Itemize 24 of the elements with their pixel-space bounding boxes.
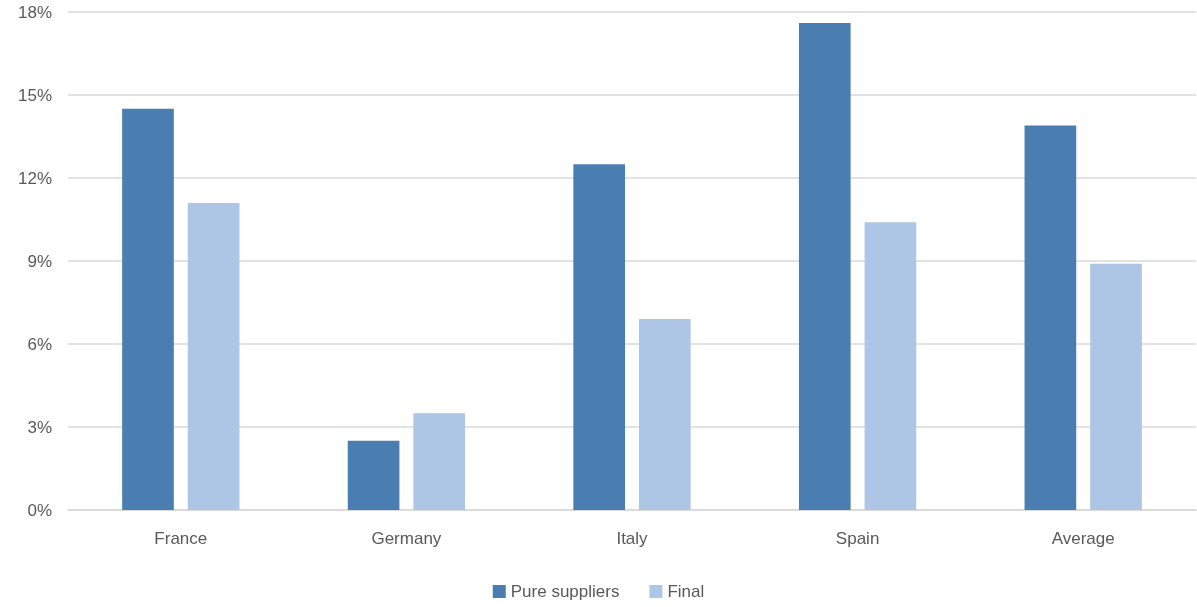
- bar: [573, 164, 626, 510]
- y-tick-label: 6%: [27, 334, 52, 354]
- x-tick-label: Average: [1051, 529, 1115, 548]
- legend-label: Pure suppliers: [510, 582, 620, 601]
- x-tick-label: Spain: [835, 529, 880, 548]
- y-tick-label: 9%: [27, 251, 52, 271]
- y-tick-label: 3%: [27, 417, 52, 437]
- y-tick-label: 15%: [17, 85, 52, 105]
- y-tick-label: 0%: [27, 500, 52, 520]
- bar: [864, 222, 917, 510]
- bar: [187, 202, 240, 510]
- x-tick-label: Germany: [371, 529, 442, 548]
- x-tick-label: Italy: [616, 529, 649, 548]
- bar: [798, 23, 851, 510]
- y-tick-label: 18%: [17, 2, 52, 22]
- legend-label: Final: [667, 582, 705, 601]
- bar: [1024, 125, 1077, 510]
- bar: [638, 319, 691, 510]
- bar: [347, 440, 400, 510]
- y-tick-label: 12%: [17, 168, 52, 188]
- x-tick-label: France: [154, 529, 208, 548]
- bar: [122, 108, 174, 510]
- bar: [1090, 263, 1142, 510]
- bar: [413, 413, 466, 510]
